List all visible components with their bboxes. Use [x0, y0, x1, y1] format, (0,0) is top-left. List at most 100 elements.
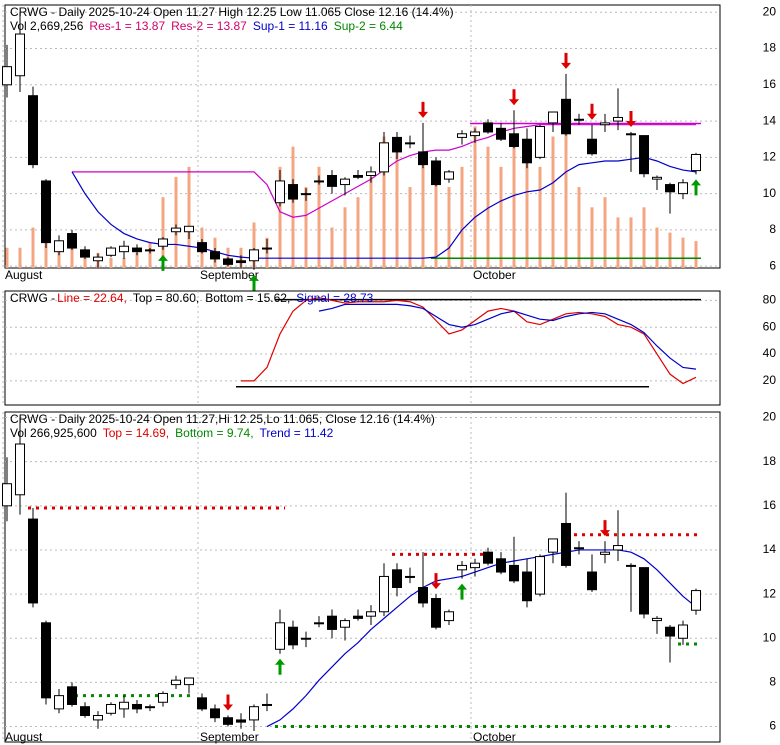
candle-body	[574, 118, 584, 121]
candle-body	[184, 677, 194, 686]
candle-body	[41, 180, 51, 244]
volume-bar	[681, 237, 685, 268]
candle-body	[535, 556, 545, 595]
signal-arrow	[418, 101, 428, 118]
y-tick-label: 14	[763, 113, 777, 127]
signal-arrow	[249, 274, 259, 291]
signal-arrow	[509, 89, 519, 106]
candle-body	[639, 135, 649, 175]
volume-bar	[57, 242, 61, 268]
y-tick-label: 16	[763, 498, 777, 512]
candle-body	[392, 136, 402, 153]
candle-body	[652, 176, 662, 180]
legend-entry: Vol 2,669,256	[10, 19, 84, 33]
candle-body	[145, 249, 155, 252]
indicator-line	[266, 549, 697, 728]
candle-body	[509, 564, 519, 582]
volume-bar	[382, 136, 386, 268]
volume-bar	[161, 197, 165, 268]
y-tick-label: 6	[769, 719, 776, 733]
candle-body	[405, 575, 415, 578]
y-tick-label: 12	[763, 150, 777, 164]
candle-body	[119, 245, 129, 253]
y-tick-label: 10	[763, 186, 777, 200]
signal-arrow	[457, 583, 467, 600]
volume-bar	[460, 166, 464, 268]
candle-body	[457, 564, 467, 571]
indicator-line	[241, 297, 697, 385]
volume-bar	[343, 207, 347, 268]
candle-body	[600, 122, 610, 126]
candle-body	[470, 562, 480, 569]
candle-body	[444, 171, 454, 180]
candle-body	[587, 138, 597, 155]
candle-body	[496, 127, 506, 140]
candle-body	[678, 182, 688, 195]
volume-bar	[629, 217, 633, 268]
panel-frame	[4, 411, 721, 743]
y-tick-label: 8	[769, 222, 776, 236]
volume-bar	[252, 222, 256, 268]
volume-bar	[109, 257, 113, 268]
panel-frame	[4, 290, 721, 406]
candle-body	[548, 111, 558, 124]
candle-body	[561, 522, 571, 566]
legend-entry: Top = 14.69,	[103, 426, 169, 440]
candle-body	[483, 122, 493, 133]
candle-body	[132, 703, 142, 710]
volume-bar	[486, 146, 490, 268]
volume-bar	[447, 187, 451, 268]
x-tick-label: September	[200, 730, 259, 744]
candle-body	[67, 686, 77, 705]
y-tick-label: 14	[763, 542, 777, 556]
volume-bar	[499, 166, 503, 268]
volume-bar	[148, 242, 152, 268]
candle-body	[678, 624, 688, 639]
y-tick-label: 18	[763, 454, 777, 468]
volume-bar	[18, 247, 22, 268]
candle-body	[262, 247, 272, 250]
candle-body	[626, 564, 636, 567]
candle-body	[379, 142, 389, 173]
y-tick-label: 20	[763, 4, 777, 18]
candle-body	[314, 622, 324, 625]
candle-body	[145, 706, 155, 709]
y-tick-label: 20	[763, 410, 777, 424]
candle-body	[366, 171, 376, 176]
volume-bar	[473, 126, 477, 268]
y-tick-label: 12	[763, 586, 777, 600]
volume-bar	[70, 242, 74, 268]
volume-bar	[330, 227, 334, 268]
volume-bar	[83, 257, 87, 268]
candle-body	[2, 66, 12, 86]
candle-body	[548, 538, 558, 553]
candle-body	[613, 116, 623, 122]
candle-body	[327, 174, 337, 187]
candle-body	[80, 249, 90, 258]
legend-entry: Bottom = 15.62,	[205, 291, 290, 305]
x-tick-label: October	[473, 730, 516, 744]
indicator-line	[71, 156, 697, 259]
volume-bar	[291, 146, 295, 268]
candle-body	[93, 256, 103, 262]
candle-body	[366, 611, 376, 617]
signal-arrow	[587, 103, 597, 120]
candle-body	[106, 247, 116, 256]
volume-bar	[317, 166, 321, 268]
volume-bar	[590, 207, 594, 268]
candle-body	[496, 558, 506, 573]
candle-body	[626, 133, 636, 136]
candle-body	[54, 240, 64, 253]
signal-arrow	[561, 52, 571, 69]
volume-bar	[408, 187, 412, 268]
candle-body	[509, 133, 519, 147]
volume-bar	[174, 176, 178, 268]
volume-bar	[395, 146, 399, 268]
candle-body	[288, 184, 298, 200]
x-tick-label: September	[200, 268, 259, 282]
candle-body	[184, 225, 194, 233]
candle-body	[210, 708, 220, 719]
y-tick-label: 80	[763, 293, 777, 307]
candle-body	[665, 626, 675, 637]
candle-body	[327, 615, 337, 630]
